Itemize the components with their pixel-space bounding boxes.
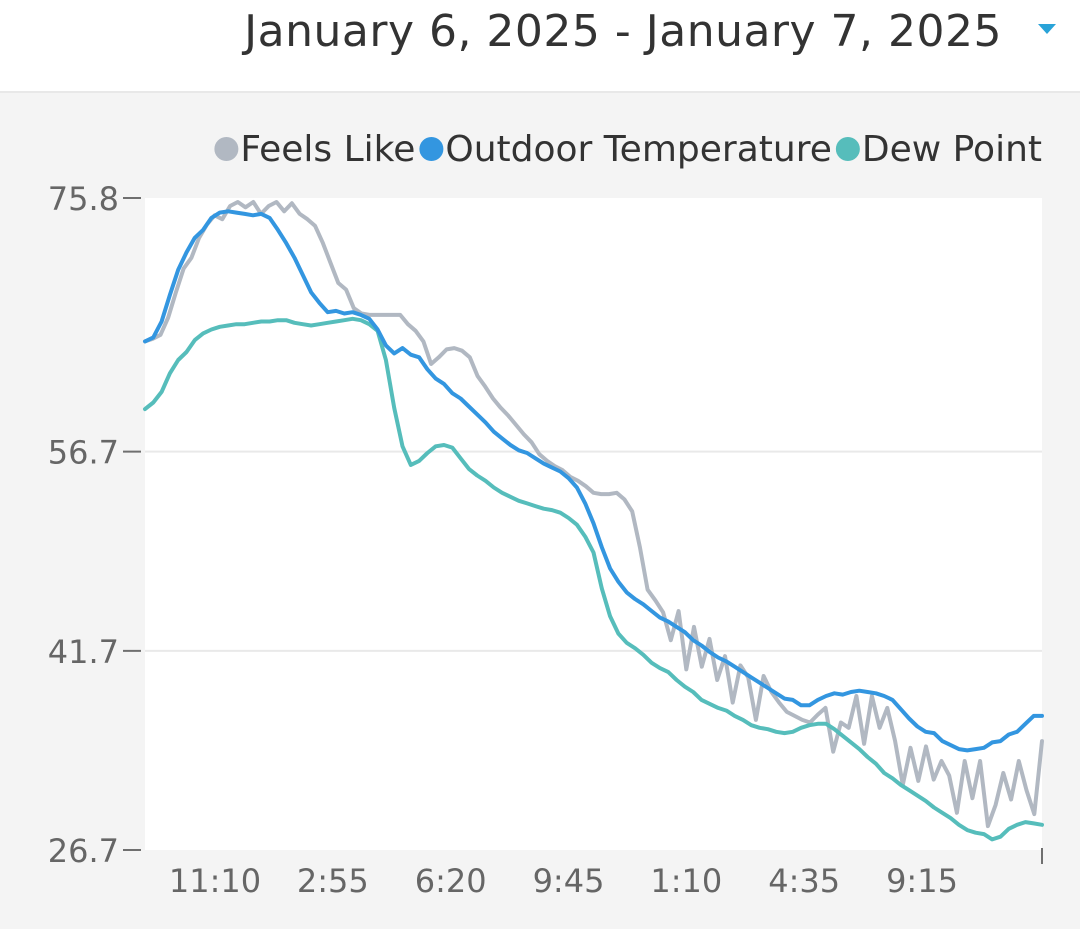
y-tick-label: 26.7: [48, 832, 119, 870]
legend-marker-icon[interactable]: [835, 137, 860, 161]
x-tick-label: 11:10: [169, 862, 261, 900]
axes: 75.8 56.7 41.7 26.7 11:10 2:55 6:20 9:45 1:10 4:3…: [48, 180, 1043, 900]
chevron-down-icon[interactable]: [1038, 24, 1056, 34]
x-tick-label: 1:10: [650, 862, 722, 900]
series-line-dew-point: [143, 316, 1044, 842]
legend-label: Outdoor Temperature: [445, 129, 831, 170]
series-lines: [143, 200, 1044, 842]
chart-panel: Dew Point Outdoor Temperature Feels Like 7…: [0, 95, 1080, 925]
x-tick-label: 2:55: [297, 862, 369, 900]
y-tick-label: 75.8: [48, 180, 119, 218]
grid-lines: [145, 450, 1042, 652]
date-range-selector[interactable]: January 6, 2025 - January 7, 2025: [244, 6, 1002, 57]
series-line-outdoor-temperature: [143, 209, 1044, 753]
chart-legend: Dew Point Outdoor Temperature Feels Like: [214, 129, 1042, 170]
header-bar: January 6, 2025 - January 7, 2025: [0, 0, 1080, 93]
series-line-feels-like: [143, 200, 1044, 829]
x-tick-label: 9:15: [886, 862, 958, 900]
y-tick-label: 41.7: [48, 633, 119, 671]
y-tick-label: 56.7: [48, 434, 119, 472]
legend-marker-icon[interactable]: [214, 137, 239, 161]
legend-label: Dew Point: [862, 129, 1042, 170]
x-tick-label: 4:35: [768, 862, 840, 900]
x-tick-label: 6:20: [415, 862, 487, 900]
x-tick-label: 9:45: [533, 862, 605, 900]
legend-label: Feels Like: [240, 129, 415, 170]
temperature-chart: Dew Point Outdoor Temperature Feels Like 7…: [48, 129, 1044, 900]
legend-marker-icon[interactable]: [419, 137, 444, 161]
